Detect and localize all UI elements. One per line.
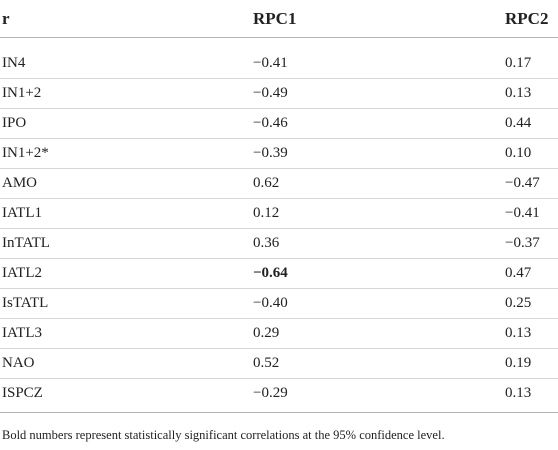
row-label: NAO — [0, 348, 253, 379]
rpc2-value: 0.13 — [505, 318, 558, 349]
row-label: IN1+2 — [0, 78, 253, 109]
table-row: IPO −0.46 0.44 — [0, 108, 558, 139]
rpc1-value: 0.12 — [253, 198, 505, 229]
rpc2-value: −0.41 — [505, 198, 558, 229]
table-footnote: Bold numbers represent statistically sig… — [2, 428, 445, 442]
table-row: IN1+2 −0.49 0.13 — [0, 78, 558, 109]
row-label: ISPCZ — [0, 378, 253, 413]
rpc1-value: 0.52 — [253, 348, 505, 379]
rpc2-value: 0.10 — [505, 138, 558, 169]
row-label: IN4 — [0, 37, 253, 79]
table-row: InTATL 0.36 −0.37 — [0, 228, 558, 259]
row-label: InTATL — [0, 228, 253, 259]
table-row: NAO 0.52 0.19 — [0, 348, 558, 379]
table-row: AMO 0.62 −0.47 — [0, 168, 558, 199]
header-rpc1: RPC1 — [253, 0, 505, 38]
row-label: IsTATL — [0, 288, 253, 319]
rpc1-value: −0.40 — [253, 288, 505, 319]
rpc2-value: 0.47 — [505, 258, 558, 289]
header-rpc2: RPC2 — [505, 0, 558, 38]
table-row: IATL1 0.12 −0.41 — [0, 198, 558, 229]
rpc2-value: 0.13 — [505, 378, 558, 413]
header-r: r — [0, 0, 253, 38]
rpc1-value: −0.41 — [253, 37, 505, 79]
table-header-row: r RPC1 RPC2 — [0, 0, 558, 38]
rpc2-value: 0.19 — [505, 348, 558, 379]
rpc2-value: −0.37 — [505, 228, 558, 259]
rpc1-value: −0.29 — [253, 378, 505, 413]
rpc1-value: 0.36 — [253, 228, 505, 259]
table-body: IN4 −0.41 0.17 IN1+2 −0.49 0.13 IPO −0.46 0.44 IN… — [0, 37, 558, 413]
rpc1-value: 0.29 — [253, 318, 505, 349]
rpc1-value: −0.49 — [253, 78, 505, 109]
rpc2-value: 0.25 — [505, 288, 558, 319]
row-label: IATL3 — [0, 318, 253, 349]
table-row: IN4 −0.41 0.17 — [0, 37, 558, 79]
row-label: IPO — [0, 108, 253, 139]
table-row: IsTATL −0.40 0.25 — [0, 288, 558, 319]
row-label: IATL2 — [0, 258, 253, 289]
rpc2-value: 0.17 — [505, 37, 558, 79]
row-label: IN1+2* — [0, 138, 253, 169]
rpc2-value: 0.44 — [505, 108, 558, 139]
row-label: AMO — [0, 168, 253, 199]
rpc1-value: −0.64 — [253, 258, 505, 289]
table-row: IATL3 0.29 0.13 — [0, 318, 558, 349]
row-label: IATL1 — [0, 198, 253, 229]
table-row: IN1+2* −0.39 0.10 — [0, 138, 558, 169]
rpc1-value: −0.39 — [253, 138, 505, 169]
table-row: ISPCZ −0.29 0.13 — [0, 378, 558, 413]
rpc1-value: −0.46 — [253, 108, 505, 139]
rpc2-value: −0.47 — [505, 168, 558, 199]
rpc1-value: 0.62 — [253, 168, 505, 199]
rpc2-value: 0.13 — [505, 78, 558, 109]
table-row: IATL2 −0.64 0.47 — [0, 258, 558, 289]
correlation-table: r RPC1 RPC2 IN4 −0.41 0.17 IN1+2 −0.49 0.13 IP… — [0, 0, 558, 413]
